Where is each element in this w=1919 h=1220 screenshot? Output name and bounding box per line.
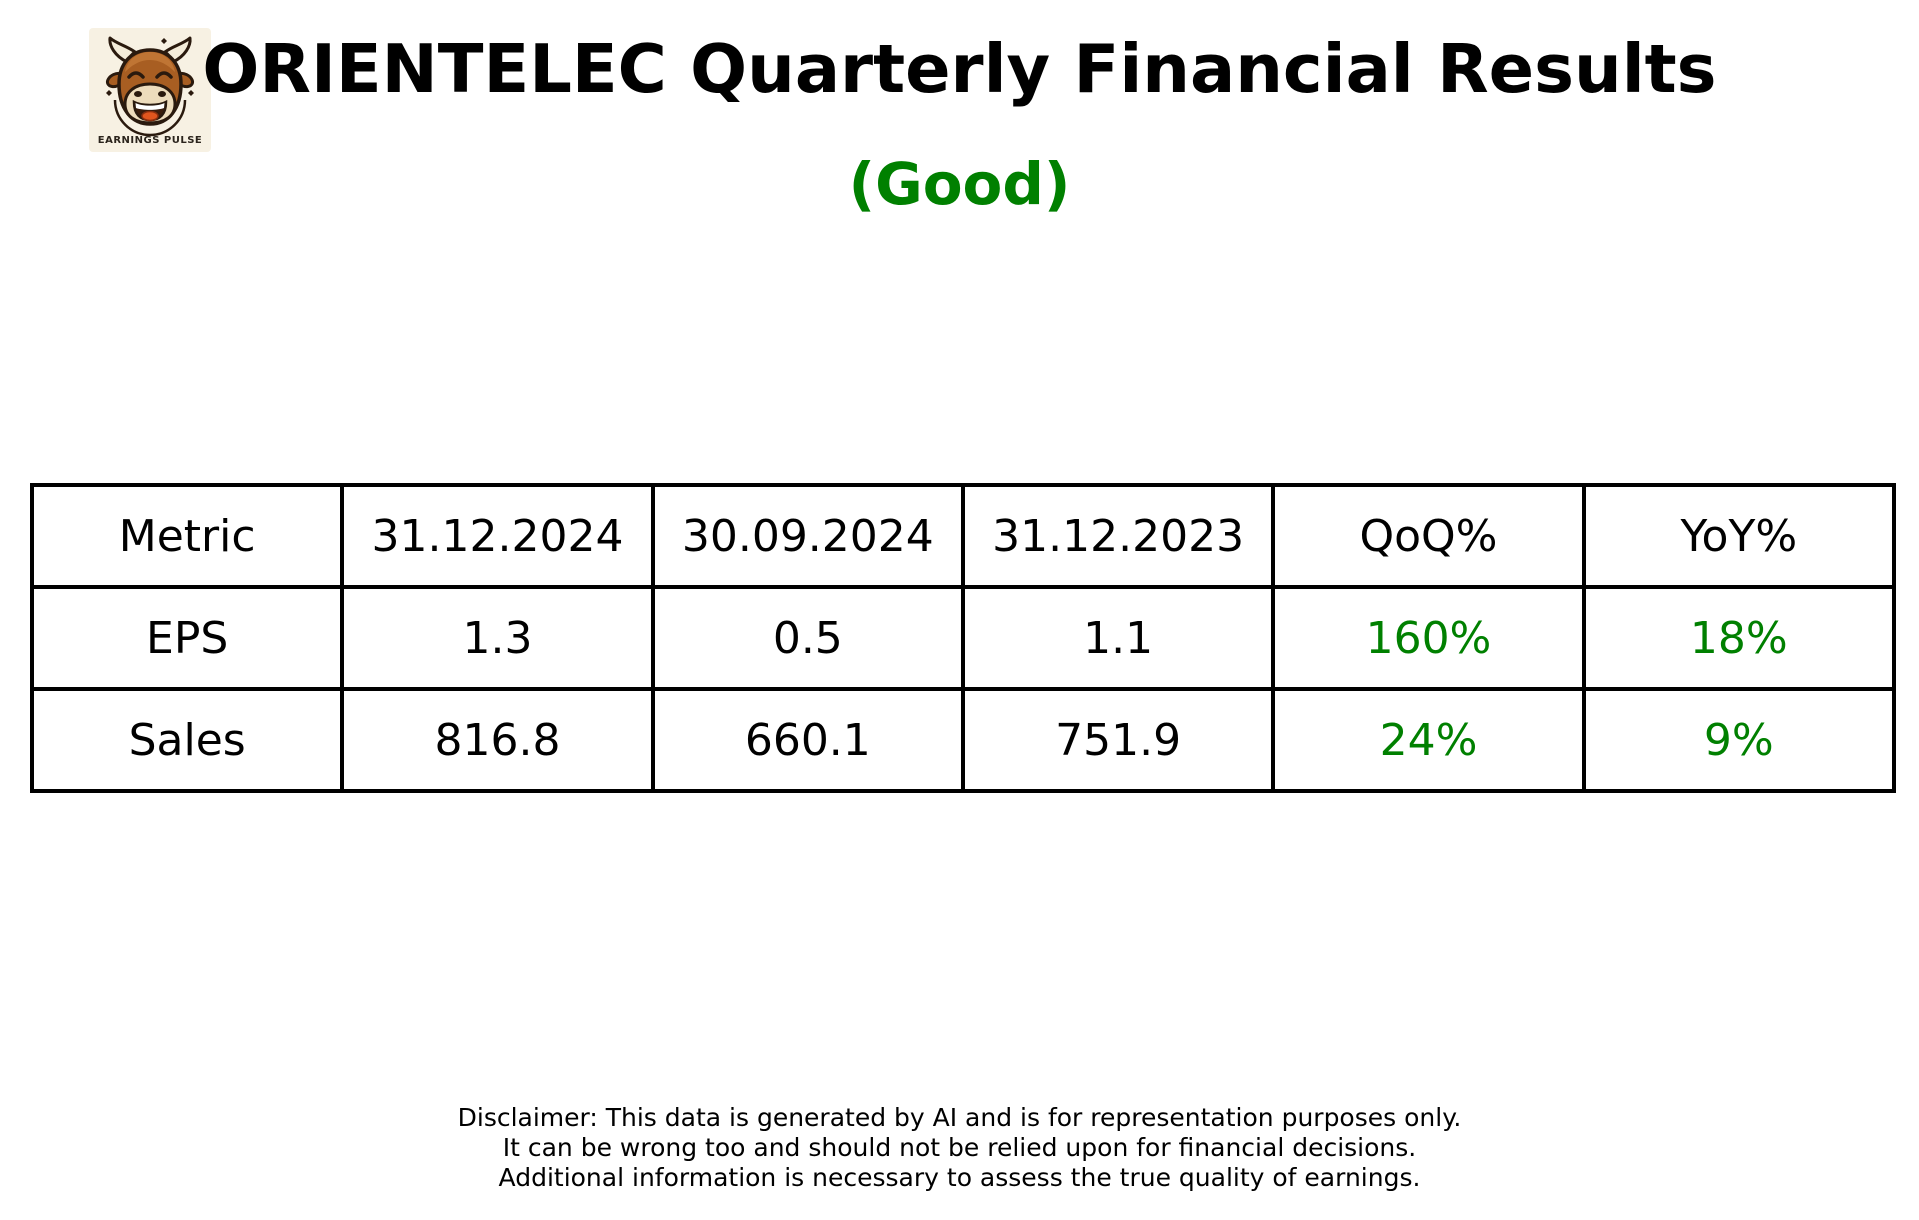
sales-value-yearago: 751.9 — [960, 687, 1276, 793]
verdict-badge: (Good) — [848, 150, 1071, 218]
column-header-yoy: YoY% — [1581, 483, 1897, 589]
column-header-qoq: QoQ% — [1271, 483, 1586, 589]
svg-text:EARNINGS PULSE: EARNINGS PULSE — [98, 135, 202, 146]
eps-yoy-change: 18% — [1581, 585, 1897, 691]
bull-icon — [89, 28, 211, 152]
column-header-metric: Metric — [29, 483, 345, 589]
eps-qoq-change: 160% — [1271, 585, 1586, 691]
eps-value-previous: 0.5 — [650, 585, 965, 691]
sales-yoy-change: 9% — [1581, 687, 1897, 793]
column-header-q-yearago: 31.12.2023 — [960, 483, 1276, 589]
eps-metric-label: EPS — [29, 585, 345, 691]
sales-metric-label: Sales — [29, 687, 345, 793]
eps-value-current: 1.3 — [340, 585, 655, 691]
disclaimer-text: Disclaimer: This data is generated by AI… — [0, 1103, 1919, 1193]
eps-value-yearago: 1.1 — [960, 585, 1276, 691]
page-title: ORIENTELEC Quarterly Financial Results — [202, 30, 1717, 108]
disclaimer-line-3: Additional information is necessary to a… — [498, 1163, 1421, 1192]
sales-qoq-change: 24% — [1271, 687, 1586, 793]
table-header-row: Metric 31.12.2024 30.09.2024 31.12.2023 … — [29, 483, 1897, 589]
column-header-q-previous: 30.09.2024 — [650, 483, 965, 589]
table-row-eps: EPS 1.3 0.5 1.1 160% 18% — [29, 585, 1897, 691]
disclaimer-line-2: It can be wrong too and should not be re… — [502, 1133, 1417, 1162]
sales-value-current: 816.8 — [340, 687, 655, 793]
disclaimer-line-1: Disclaimer: This data is generated by AI… — [457, 1103, 1462, 1132]
table-row-sales: Sales 816.8 660.1 751.9 24% 9% — [29, 687, 1897, 793]
column-header-q-current: 31.12.2024 — [340, 483, 655, 589]
logo-brand-wordmark: EARNINGS PULSE — [98, 135, 202, 146]
financial-results-table: Metric 31.12.2024 30.09.2024 31.12.2023 … — [29, 483, 1897, 793]
sales-value-previous: 660.1 — [650, 687, 965, 793]
earnings-pulse-logo: EARNINGS PULSE — [89, 28, 211, 152]
